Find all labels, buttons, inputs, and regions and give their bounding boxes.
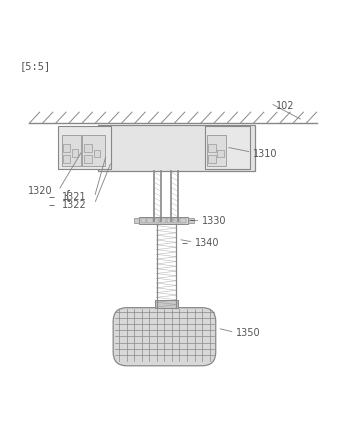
Bar: [180, 218, 186, 223]
Text: 1310: 1310: [253, 149, 278, 159]
Text: 1350: 1350: [236, 328, 261, 338]
Bar: [98, 125, 255, 171]
Text: {: {: [63, 189, 71, 202]
Bar: [63, 154, 71, 163]
Bar: [134, 218, 139, 223]
Bar: [84, 144, 92, 152]
Bar: [94, 150, 100, 157]
Text: --: --: [181, 238, 188, 248]
Bar: [58, 127, 111, 169]
Text: [5:5]: [5:5]: [19, 62, 51, 71]
Bar: [206, 127, 250, 169]
Bar: [207, 135, 226, 166]
Text: 1340: 1340: [195, 238, 220, 248]
Text: 1330: 1330: [202, 216, 227, 225]
Bar: [188, 218, 193, 223]
Bar: [82, 135, 104, 166]
Text: --: --: [48, 200, 55, 210]
Bar: [147, 218, 153, 223]
Bar: [63, 144, 71, 152]
Bar: [173, 218, 179, 223]
Bar: [72, 149, 78, 157]
Text: 1321: 1321: [62, 192, 86, 202]
Bar: [208, 154, 216, 163]
FancyBboxPatch shape: [113, 308, 216, 366]
Bar: [167, 218, 173, 223]
Bar: [217, 150, 224, 157]
Text: 1322: 1322: [62, 200, 86, 210]
Text: 1320: 1320: [28, 187, 52, 196]
Text: 102: 102: [275, 101, 294, 111]
Bar: [62, 135, 81, 166]
Text: --: --: [48, 192, 55, 202]
Bar: [58, 127, 111, 169]
Bar: [160, 218, 166, 223]
Bar: [206, 127, 250, 169]
FancyBboxPatch shape: [98, 125, 255, 171]
Text: --: --: [188, 216, 195, 225]
Bar: [155, 300, 178, 308]
Bar: [139, 217, 188, 224]
Bar: [140, 218, 146, 223]
Bar: [154, 218, 159, 223]
Bar: [84, 154, 92, 163]
Bar: [208, 144, 216, 152]
